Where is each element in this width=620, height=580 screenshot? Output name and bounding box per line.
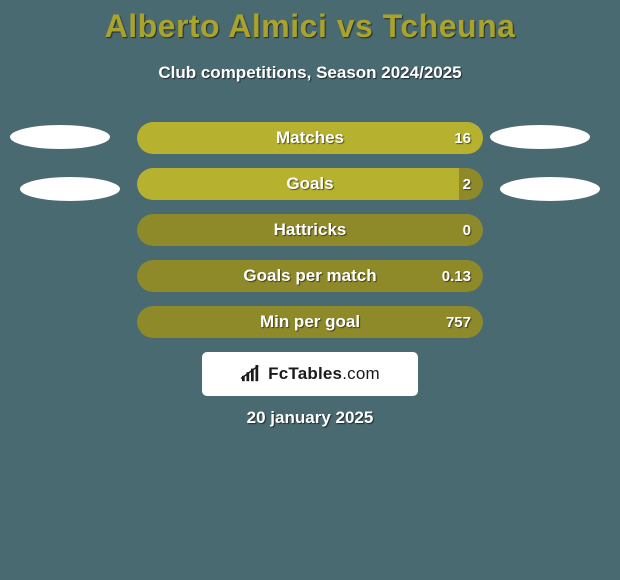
stat-value: 2: [463, 168, 471, 200]
brand-main: Tables: [288, 364, 342, 383]
stat-label: Matches: [137, 122, 483, 154]
brand-text: FcTables.com: [268, 364, 380, 384]
stat-label: Min per goal: [137, 306, 483, 338]
side-ellipse-right-2: [500, 177, 600, 201]
stat-row-hattricks: Hattricks 0: [137, 214, 483, 246]
stat-bar-group: Matches 16 Goals 2 Hattricks 0 Goals per…: [137, 122, 483, 352]
comparison-infographic: Alberto Almici vs Tcheuna Club competiti…: [0, 0, 620, 580]
stat-row-goals-per-match: Goals per match 0.13: [137, 260, 483, 292]
footer-date: 20 january 2025: [0, 408, 620, 428]
side-ellipse-right-1: [490, 125, 590, 149]
side-ellipse-left-1: [10, 125, 110, 149]
stat-value: 0: [463, 214, 471, 246]
stat-label: Hattricks: [137, 214, 483, 246]
page-title: Alberto Almici vs Tcheuna: [0, 0, 620, 45]
subtitle: Club competitions, Season 2024/2025: [0, 63, 620, 83]
stat-label: Goals: [137, 168, 483, 200]
brand-suffix: .com: [342, 364, 380, 383]
stat-row-goals: Goals 2: [137, 168, 483, 200]
stat-value: 16: [454, 122, 471, 154]
stat-row-min-per-goal: Min per goal 757: [137, 306, 483, 338]
bar-chart-icon: [240, 365, 262, 383]
brand-prefix: Fc: [268, 364, 288, 383]
stat-value: 0.13: [442, 260, 471, 292]
stat-label: Goals per match: [137, 260, 483, 292]
stat-row-matches: Matches 16: [137, 122, 483, 154]
side-ellipse-left-2: [20, 177, 120, 201]
brand-logo: FcTables.com: [202, 352, 418, 396]
stat-value: 757: [446, 306, 471, 338]
